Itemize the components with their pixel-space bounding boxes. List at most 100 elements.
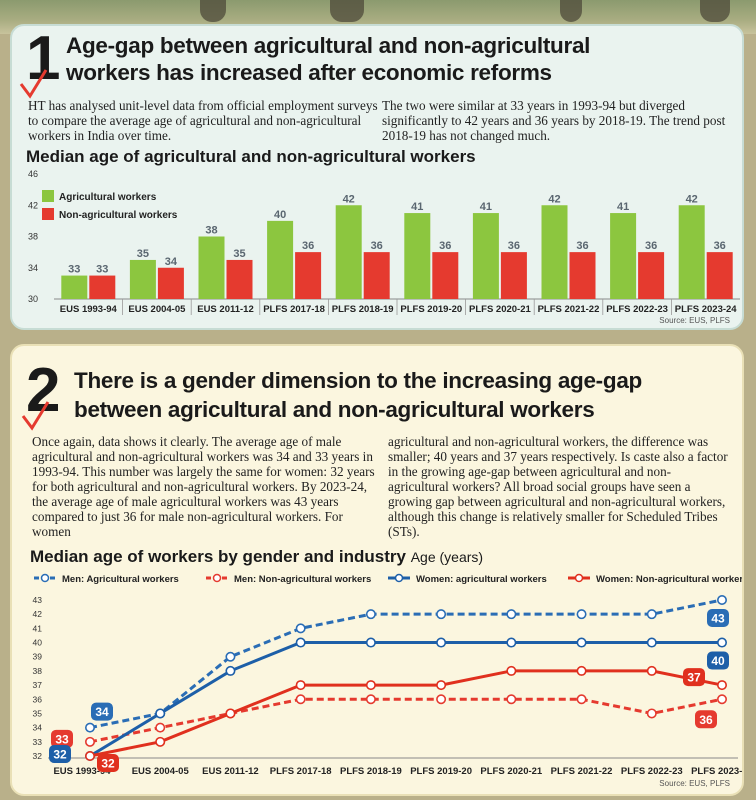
bar-value-label: 40 xyxy=(274,209,286,221)
bar-value-label: 35 xyxy=(233,248,245,260)
data-point xyxy=(85,736,96,747)
y-tick-label: 33 xyxy=(33,737,43,747)
x-tick-label: PLFS 2018-19 xyxy=(332,304,394,315)
bar xyxy=(363,252,390,299)
bar-value-label: 41 xyxy=(617,201,629,213)
y-tick-label: 34 xyxy=(28,263,38,273)
bar-value-label: 36 xyxy=(302,240,314,252)
y-tick-label: 43 xyxy=(33,595,43,605)
data-point xyxy=(436,694,447,705)
x-tick-label: PLFS 2023-24 xyxy=(691,766,742,777)
data-point xyxy=(225,651,236,662)
bar xyxy=(129,259,156,299)
x-tick-label: EUS 2004-05 xyxy=(128,304,186,315)
y-tick-label: 34 xyxy=(33,723,43,733)
bar-value-label: 36 xyxy=(645,240,657,252)
bar-value-label: 33 xyxy=(68,264,80,276)
y-tick-label: 39 xyxy=(33,652,43,662)
bar-value-label: 34 xyxy=(165,256,178,268)
checkmark-icon xyxy=(21,401,50,431)
x-tick-label: PLFS 2021-22 xyxy=(538,304,600,315)
data-point xyxy=(365,680,376,691)
value-badge-label: 43 xyxy=(711,612,725,626)
value-badge xyxy=(695,710,717,729)
data-point xyxy=(716,694,727,705)
legend-swatch xyxy=(42,208,54,220)
y-tick-label: 37 xyxy=(33,680,43,690)
headline-line: between agricultural and non-agricultura… xyxy=(74,397,595,422)
x-tick-label: EUS 2011-12 xyxy=(197,304,254,315)
y-tick-label: 35 xyxy=(33,708,43,718)
data-point xyxy=(716,637,727,648)
value-badge-label: 36 xyxy=(699,713,713,727)
legend-label: Non-agricultural workers xyxy=(59,210,178,221)
y-tick-label: 42 xyxy=(28,200,38,210)
body-text-left: Once again, data shows it clearly. The a… xyxy=(32,434,375,539)
bar-value-label: 42 xyxy=(343,193,355,205)
bar xyxy=(432,252,459,299)
data-point xyxy=(576,694,587,705)
bar xyxy=(610,213,637,299)
bar xyxy=(678,205,705,299)
data-point xyxy=(155,722,166,733)
bar-value-label: 38 xyxy=(205,225,217,237)
value-badge-label: 34 xyxy=(95,705,109,719)
y-tick-label: 42 xyxy=(33,609,43,619)
legend-marker xyxy=(212,573,222,583)
bar xyxy=(569,252,596,299)
x-tick-label: EUS 1993-94 xyxy=(53,766,111,777)
data-point xyxy=(436,609,447,620)
data-point xyxy=(155,708,166,719)
value-badge xyxy=(51,729,73,748)
panel-gender-dimension: 2 There is a gender dimension to the inc… xyxy=(10,344,744,796)
bar xyxy=(404,213,431,299)
bar-value-label: 35 xyxy=(137,248,149,260)
x-tick-label: EUS 1993-94 xyxy=(60,304,118,315)
data-point xyxy=(506,694,517,705)
bar xyxy=(157,267,184,299)
data-point xyxy=(506,637,517,648)
data-point xyxy=(295,623,306,634)
value-badge-label: 32 xyxy=(101,757,115,771)
bar-value-label: 42 xyxy=(686,193,698,205)
value-badge xyxy=(707,651,729,670)
bar-value-label: 36 xyxy=(439,240,451,252)
x-tick-label: PLFS 2022-23 xyxy=(606,304,668,315)
legend-label: Women: agricultural workers xyxy=(416,574,547,585)
data-point xyxy=(576,637,587,648)
bar xyxy=(267,220,294,299)
checkmark-icon xyxy=(19,69,48,99)
data-point xyxy=(576,665,587,676)
bar-value-label: 36 xyxy=(714,240,726,252)
photo-figure xyxy=(700,0,730,22)
y-tick-label: 46 xyxy=(28,169,38,179)
bar xyxy=(638,252,665,299)
value-badge-label: 33 xyxy=(55,732,69,746)
y-tick-label: 32 xyxy=(33,751,43,761)
data-point xyxy=(506,665,517,676)
bar-value-label: 41 xyxy=(480,201,492,213)
data-point xyxy=(295,637,306,648)
bar-value-label: 36 xyxy=(508,240,520,252)
data-point xyxy=(716,680,727,691)
data-point xyxy=(365,637,376,648)
series-line xyxy=(89,697,723,744)
data-point xyxy=(155,736,166,747)
bar-value-label: 33 xyxy=(96,264,108,276)
chart-source: Source: EUS, PLFS xyxy=(659,779,730,788)
data-point xyxy=(576,609,587,620)
photo-figure xyxy=(560,0,582,22)
series-line xyxy=(89,669,723,758)
x-tick-label: PLFS 2020-21 xyxy=(480,766,542,777)
series-line xyxy=(89,641,722,758)
legend-marker xyxy=(574,573,584,583)
x-tick-label: PLFS 2018-19 xyxy=(340,766,402,777)
chart-subtitle: Age (years) xyxy=(410,549,484,565)
bar-value-label: 36 xyxy=(576,240,588,252)
chart-title-text: Median age of workers by gender and indu… xyxy=(30,547,406,566)
data-point xyxy=(646,637,657,648)
x-tick-label: PLFS 2017-18 xyxy=(270,766,332,777)
data-point xyxy=(646,665,657,676)
data-point xyxy=(225,708,236,719)
y-tick-label: 41 xyxy=(33,623,43,633)
